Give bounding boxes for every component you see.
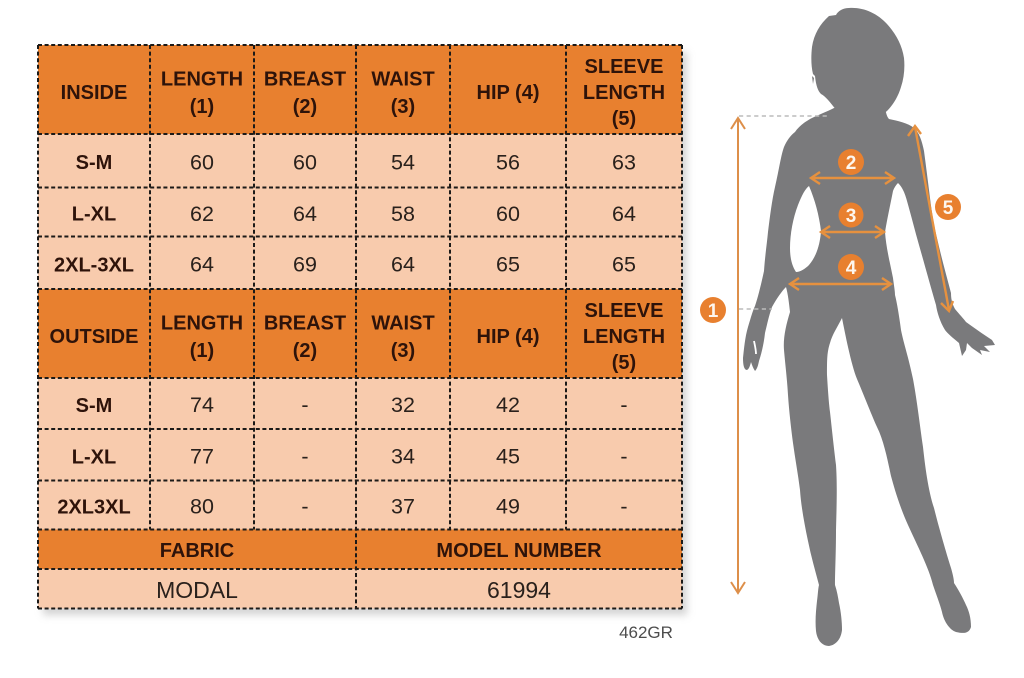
svg-text:49: 49	[496, 495, 520, 519]
svg-text:80: 80	[190, 495, 214, 519]
svg-text:45: 45	[496, 445, 520, 469]
svg-text:-: -	[620, 445, 627, 469]
svg-text:61994: 61994	[487, 577, 551, 603]
svg-text:FABRIC: FABRIC	[160, 540, 234, 562]
svg-text:34: 34	[391, 445, 415, 469]
svg-text:64: 64	[391, 253, 415, 277]
svg-text:HIP (4): HIP (4)	[477, 82, 540, 104]
svg-text:60: 60	[190, 151, 214, 175]
svg-text:WAIST: WAIST	[371, 313, 434, 335]
svg-text:462GR: 462GR	[619, 623, 673, 642]
svg-text:S-M: S-M	[76, 395, 113, 417]
svg-text:37: 37	[391, 495, 415, 519]
svg-text:LENGTH: LENGTH	[161, 313, 243, 335]
svg-text:L-XL: L-XL	[72, 447, 116, 469]
svg-text:60: 60	[293, 151, 317, 175]
svg-text:MODAL: MODAL	[156, 577, 238, 603]
svg-text:(2): (2)	[293, 340, 317, 362]
svg-text:65: 65	[612, 253, 636, 277]
svg-text:60: 60	[496, 202, 520, 226]
svg-text:INSIDE: INSIDE	[61, 82, 128, 104]
svg-text:LENGTH: LENGTH	[583, 82, 665, 104]
svg-text:64: 64	[293, 202, 317, 226]
svg-text:64: 64	[612, 202, 636, 226]
svg-text:BREAST: BREAST	[264, 313, 346, 335]
svg-text:-: -	[301, 393, 308, 417]
svg-text:54: 54	[391, 151, 415, 175]
svg-text:-: -	[301, 495, 308, 519]
svg-text:(5): (5)	[612, 108, 636, 130]
svg-text:(3): (3)	[391, 96, 415, 118]
svg-text:2: 2	[846, 153, 857, 174]
svg-text:1: 1	[708, 301, 719, 322]
svg-text:(3): (3)	[391, 340, 415, 362]
svg-text:OUTSIDE: OUTSIDE	[50, 326, 139, 348]
svg-text:2XL-3XL: 2XL-3XL	[54, 255, 134, 277]
svg-text:2XL3XL: 2XL3XL	[57, 497, 130, 519]
svg-text:4: 4	[846, 258, 857, 279]
svg-text:-: -	[620, 495, 627, 519]
svg-text:SLEEVE: SLEEVE	[585, 56, 664, 78]
svg-text:74: 74	[190, 393, 214, 417]
svg-text:32: 32	[391, 393, 415, 417]
svg-text:(1): (1)	[190, 340, 214, 362]
svg-text:-: -	[620, 393, 627, 417]
svg-text:64: 64	[190, 253, 214, 277]
svg-text:L-XL: L-XL	[72, 204, 116, 226]
svg-text:42: 42	[496, 393, 520, 417]
svg-text:62: 62	[190, 202, 214, 226]
svg-text:LENGTH: LENGTH	[161, 69, 243, 91]
svg-text:5: 5	[943, 198, 954, 219]
svg-text:63: 63	[612, 151, 636, 175]
svg-text:69: 69	[293, 253, 317, 277]
svg-text:77: 77	[190, 445, 214, 469]
svg-text:(5): (5)	[612, 352, 636, 374]
svg-text:65: 65	[496, 253, 520, 277]
svg-text:MODEL NUMBER: MODEL NUMBER	[436, 540, 602, 562]
svg-text:-: -	[301, 445, 308, 469]
svg-text:56: 56	[496, 151, 520, 175]
svg-text:LENGTH: LENGTH	[583, 326, 665, 348]
svg-text:SLEEVE: SLEEVE	[585, 300, 664, 322]
svg-text:(2): (2)	[293, 96, 317, 118]
svg-text:58: 58	[391, 202, 415, 226]
svg-text:HIP (4): HIP (4)	[477, 326, 540, 348]
svg-text:WAIST: WAIST	[371, 69, 434, 91]
svg-text:(1): (1)	[190, 96, 214, 118]
svg-text:S-M: S-M	[76, 152, 113, 174]
svg-text:3: 3	[846, 206, 857, 227]
svg-text:BREAST: BREAST	[264, 69, 346, 91]
